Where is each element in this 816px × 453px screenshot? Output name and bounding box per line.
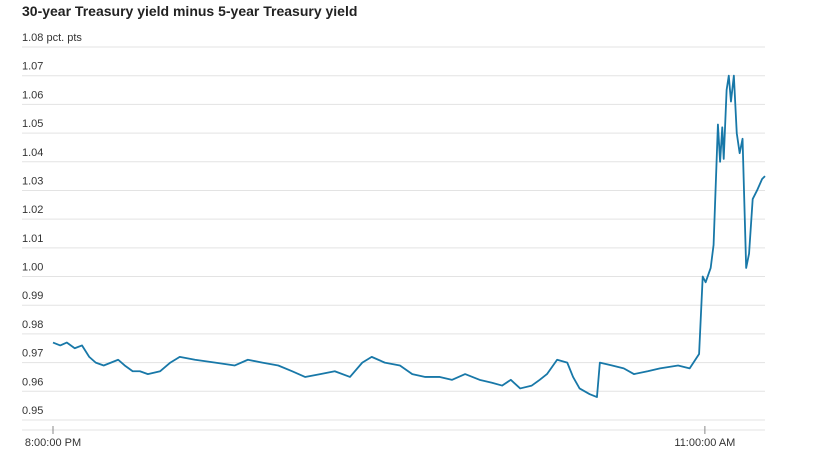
y-tick-label: 1.04 [22, 147, 43, 159]
chart-title: 30-year Treasury yield minus 5-year Trea… [22, 3, 357, 19]
y-tick-label: 1.02 [22, 204, 43, 216]
y-tick-label: 0.95 [22, 405, 43, 417]
x-tick-label: 11:00:00 AM [674, 437, 735, 449]
y-tick-label: 0.99 [22, 290, 43, 302]
x-tick-label: 8:00:00 PM [25, 437, 81, 449]
y-tick-label: 0.96 [22, 376, 43, 388]
y-tick-label: 1.00 [22, 262, 43, 274]
y-tick-label: 0.98 [22, 319, 43, 331]
y-tick-label: 0.97 [22, 348, 43, 360]
y-tick-label: 1.01 [22, 233, 43, 245]
y-tick-label: 1.08 pct. pts [22, 32, 82, 44]
y-tick-label: 1.07 [22, 61, 43, 73]
line-series [52, 74, 766, 398]
y-tick-label: 1.03 [22, 175, 43, 187]
y-tick-label: 1.06 [22, 89, 43, 101]
y-tick-label: 1.05 [22, 118, 43, 130]
